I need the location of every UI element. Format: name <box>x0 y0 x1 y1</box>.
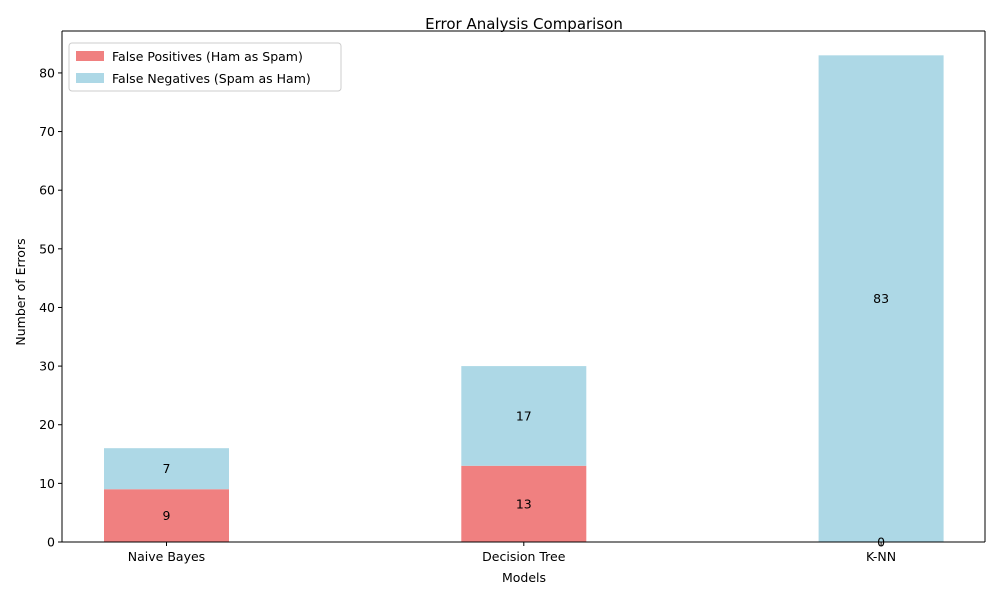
data-label: 83 <box>873 291 889 306</box>
legend-label: False Negatives (Spam as Ham) <box>112 71 311 86</box>
bar-labels: 913071783 <box>163 291 890 549</box>
bar-series-1-naive-bayes <box>104 489 229 542</box>
chart-title: Error Analysis Comparison <box>425 15 623 33</box>
y-axis: 0 10 20 30 40 50 60 70 80 <box>39 65 62 550</box>
data-label: 9 <box>163 508 171 523</box>
x-tick-label: K-NN <box>866 549 896 564</box>
bar-series-2-k-nn <box>818 55 944 542</box>
bar-series-2-naive-bayes <box>104 448 229 490</box>
data-label: 13 <box>516 496 532 511</box>
y-tick-label: 30 <box>39 359 55 374</box>
legend-swatch <box>76 51 104 61</box>
y-tick-label: 50 <box>39 241 55 256</box>
legend-label: False Positives (Ham as Spam) <box>112 49 303 64</box>
y-tick-label: 60 <box>39 183 55 198</box>
y-tick-label: 0 <box>47 535 55 550</box>
legend-swatch <box>76 73 104 83</box>
y-tick-label: 80 <box>39 65 55 80</box>
data-label: 17 <box>516 408 532 423</box>
x-axis: Naive Bayes Decision Tree K-NN <box>128 542 896 564</box>
data-label: 7 <box>163 461 171 476</box>
x-axis-label: Models <box>502 570 546 585</box>
bars <box>104 55 944 542</box>
y-tick-label: 40 <box>39 300 55 315</box>
bar-series-1-decision-tree <box>461 465 587 542</box>
y-tick-label: 10 <box>39 476 55 491</box>
y-tick-label: 70 <box>39 124 55 139</box>
y-axis-label: Number of Errors <box>13 238 28 345</box>
bar-series-2-decision-tree <box>461 366 587 466</box>
legend-frame <box>68 42 342 92</box>
legend: False Positives (Ham as Spam) False Negat… <box>68 42 342 92</box>
x-tick-label: Decision Tree <box>482 549 566 564</box>
y-tick-label: 20 <box>39 417 55 432</box>
x-tick-label: Naive Bayes <box>128 549 205 564</box>
